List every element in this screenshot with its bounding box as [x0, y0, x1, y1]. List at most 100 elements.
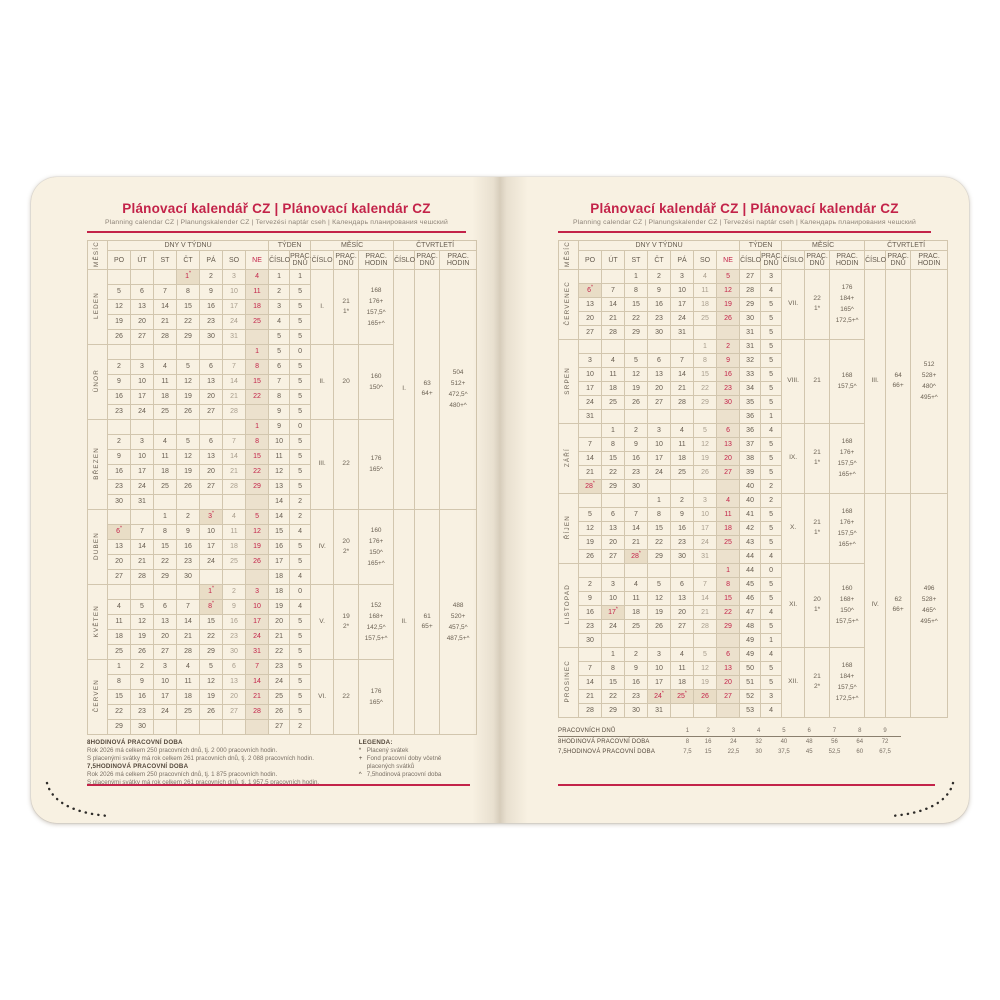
day-cell: 10 — [670, 282, 694, 298]
day-cell: 17 — [244, 613, 270, 630]
week-workdays-cell: 5 — [289, 703, 312, 720]
day-cell — [647, 478, 671, 494]
worktime-notes: 8HODINOVÁ PRACOVNÍ DOBA Rok 2026 má celk… — [87, 739, 339, 787]
week-number-cell: 16 — [268, 538, 291, 555]
quarter-hours-cell: 488 520+ 457,5^ 487,5+^ — [439, 508, 478, 735]
week-number-cell: 36 — [739, 408, 762, 424]
page-subtitle: Planning calendar CZ | Planungskalender … — [104, 219, 449, 226]
day-cell: 5 — [693, 646, 717, 662]
day-cell — [107, 418, 131, 435]
day-cell: 10 — [130, 373, 154, 390]
footnotes-left: 8HODINOVÁ PRACOVNÍ DOBA Rok 2026 má celk… — [87, 739, 466, 787]
bottom-rule — [558, 784, 935, 786]
day-cell: 2 — [130, 658, 154, 675]
legend-item: ^ 7,5hodinová pracovní doba — [359, 771, 466, 779]
day-cell: 11 — [670, 436, 694, 452]
day-cell: 23 — [107, 478, 131, 495]
day-cell: 20 — [601, 534, 625, 550]
day-cell: 28 — [670, 394, 694, 410]
day-cell: 17 — [670, 296, 694, 312]
day-cell: 30 — [107, 493, 131, 510]
week-row: 23 24 25 26 27 28 29 48 5 — [559, 618, 948, 634]
day-cell: 27 — [130, 328, 154, 345]
day-cell: 15 — [107, 688, 131, 705]
day-cell: 17 — [647, 674, 671, 690]
day-cell: 23 — [578, 618, 602, 634]
day-cell: 22 — [176, 313, 200, 330]
day-cell: 13 — [578, 296, 602, 312]
legend-symbol: * — [358, 746, 362, 754]
day-cell: 24 — [670, 310, 694, 326]
day-cell — [153, 418, 177, 435]
day-cell: 9 — [624, 436, 648, 452]
month-side-label: MĚSÍC — [564, 241, 572, 267]
week-workdays-cell: 5 — [289, 688, 312, 705]
workdays-count-cell: 8 — [850, 725, 869, 737]
day-cell: 9 — [647, 282, 671, 298]
week-row: ŘÍJEN 1 2 3 4 40 2 X. 21 1* 168 176+ 157,5^ 165+^ IV. 6… — [558, 492, 949, 718]
day-cell: 10 — [153, 673, 177, 690]
day-cell: 4 — [624, 576, 648, 592]
day-cell: 12 — [199, 673, 223, 690]
day-cell: 28 — [244, 703, 270, 720]
week-number-cell: 31 — [739, 324, 762, 340]
hours75-value-cell: 15 — [704, 748, 712, 755]
month-number-cell: VIII. — [781, 338, 806, 424]
workdays-count-cell: 2 — [698, 725, 718, 737]
week-number-cell: 44 — [739, 562, 762, 578]
day-cell: 24 — [244, 628, 270, 645]
day-cell: 19 — [130, 628, 154, 645]
week-number-cell: 49 — [739, 632, 762, 648]
month-label-text: BŘEZEN — [93, 447, 101, 480]
month-hours-cell: 168 157,5^ — [829, 338, 866, 424]
day-cell — [130, 268, 154, 285]
day-name-header: NE — [244, 250, 270, 270]
day-cell: 13 — [715, 660, 741, 676]
day-cell: 12 — [693, 660, 717, 676]
legend-text: Fond pracovní doby včetně placených svát… — [366, 754, 442, 770]
day-cell — [222, 493, 246, 510]
day-cell: 2 — [107, 358, 131, 375]
week-workdays-cell: 4 — [760, 646, 783, 662]
day-cell: 16 — [107, 463, 131, 480]
day-cell: 11 — [670, 660, 694, 676]
week-workdays-cell: 5 — [289, 403, 312, 420]
week-number-cell: 13 — [268, 478, 291, 495]
day-cell: 21 — [578, 464, 602, 480]
week-workdays-cell: 2 — [289, 508, 312, 525]
day-cell: 15 — [153, 538, 177, 555]
month-label: ZÁŘÍ — [558, 422, 579, 494]
day-cell: 3 — [222, 268, 246, 285]
day-cell — [670, 408, 694, 424]
month-hours-cell: 176 184+ 165^ 172,5+^ — [829, 268, 866, 340]
day-cell — [578, 268, 602, 284]
calendar-header-row: MĚSÍC DNY V TÝDNU TÝDEN MĚSÍC ČTVRTLETÍ — [87, 239, 478, 270]
day-cell — [199, 568, 223, 585]
week-row: 23 24 25 26 27 28 29 13 5 — [88, 478, 477, 495]
day-cell: 23 — [715, 380, 741, 396]
month-hours-cell: 152 168+ 142,5^ 157,5+^ — [358, 583, 395, 660]
day-cell: 26 — [176, 403, 200, 420]
week-number-cell: 37 — [739, 436, 762, 452]
legend-item: * Placený svátek — [359, 747, 466, 755]
day-cell: 30 — [670, 548, 694, 564]
day-cell: 7 — [176, 598, 200, 615]
month-number-cell: X. — [781, 492, 806, 564]
day-cell: 6* — [578, 282, 602, 298]
week-number-cell: 21 — [268, 628, 291, 645]
day-cell — [715, 702, 741, 718]
month-hours-header: PRAC. HODIN — [358, 250, 395, 270]
day-cell — [715, 548, 741, 564]
week-workdays-cell: 4 — [289, 568, 312, 585]
quarter-number-header: ČÍSLO — [864, 250, 886, 270]
week-workdays-cell: 0 — [289, 583, 312, 600]
day-cell: 27 — [578, 324, 602, 340]
day-cell: 20 — [647, 380, 671, 396]
day-cell: 10 — [130, 448, 154, 465]
week-number-cell: 42 — [739, 520, 762, 536]
day-cell: 29 — [176, 328, 200, 345]
day-cell: 18 — [107, 628, 131, 645]
week-row: LEDEN 1* 2 3 4 1 1 I. 21 1* 168 176+ 157,5^ 165+^ I. 63… — [87, 268, 478, 510]
day-cell: 4 — [176, 658, 200, 675]
legend-symbol: ^ — [358, 770, 362, 778]
